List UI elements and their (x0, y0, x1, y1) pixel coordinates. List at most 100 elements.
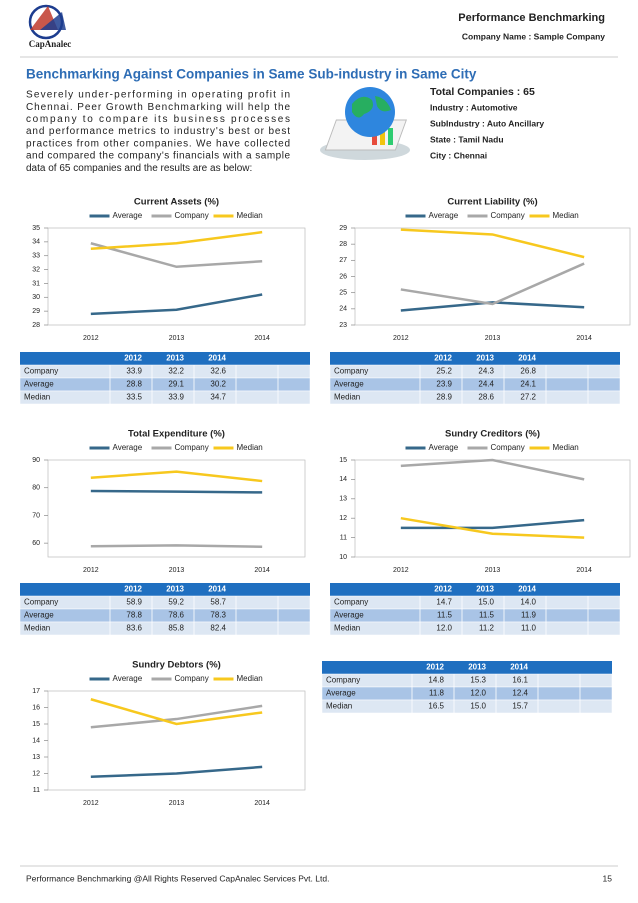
series-line (90, 698, 263, 726)
table-header-cell: 2012 (124, 354, 142, 363)
table-cell: 30.2 (210, 380, 226, 389)
table-cell: 11.9 (521, 611, 537, 620)
table-row (329, 595, 621, 610)
y-tick-label: 24 (339, 306, 347, 313)
y-tick-label: 32 (32, 266, 40, 273)
series-line (400, 262, 585, 306)
table-cell: 15.0 (470, 702, 486, 711)
table-header-row (330, 352, 620, 365)
table-cell: 58.7 (210, 598, 226, 607)
series-line (90, 230, 263, 251)
table-header-cell: 2013 (468, 663, 486, 672)
legend-label: Average (113, 443, 143, 452)
table-cell: 16.5 (428, 702, 444, 711)
x-tick-label: 2014 (254, 335, 270, 342)
info-item: State : Tamil Nadu (430, 134, 504, 144)
chart-title: Sundry Debtors (%) (132, 660, 221, 671)
series-line (90, 470, 263, 483)
intro-line: data of 65 companies and the results are… (26, 163, 252, 174)
table-cell: 11.5 (437, 611, 453, 620)
legend-label: Company (175, 674, 209, 683)
table-header-cell: 2014 (518, 585, 536, 594)
table-cell: 32.2 (168, 367, 184, 376)
table-cell: Company (334, 367, 368, 376)
table-header-row (20, 583, 310, 596)
table-cell: 14.8 (428, 676, 444, 685)
header-title: Performance Benchmarking (458, 12, 605, 24)
table-cell: 11.0 (521, 624, 537, 633)
table-cell: 11.8 (429, 689, 445, 698)
y-tick-label: 29 (339, 225, 347, 232)
logo-text: CapAnalec (29, 39, 72, 49)
table-header-cell: 2012 (124, 585, 142, 594)
table-cell: 59.2 (168, 598, 184, 607)
table-header-row (20, 352, 310, 365)
y-tick-label: 16 (32, 704, 40, 711)
table-row (19, 608, 311, 623)
info-total: Total Companies : 65 (430, 86, 535, 98)
table-cell: 12.0 (436, 624, 452, 633)
legend-label: Average (429, 443, 459, 452)
chart-title: Current Liability (%) (447, 197, 537, 208)
table-cell: 28.6 (478, 393, 494, 402)
y-tick-label: 34 (32, 239, 40, 246)
legend-label: Company (175, 211, 209, 220)
table-header-cell: 2014 (208, 585, 226, 594)
legend-label: Average (429, 211, 459, 220)
y-tick-label: 25 (339, 290, 347, 297)
table-row (19, 621, 311, 636)
table-header-cell: 2013 (476, 585, 494, 594)
table-cell: 12.0 (470, 689, 486, 698)
table-header-cell: 2012 (434, 354, 452, 363)
series-line (90, 242, 263, 269)
table-cell: 85.8 (168, 624, 184, 633)
x-tick-label: 2012 (83, 567, 99, 574)
table-cell: 15.7 (512, 702, 528, 711)
table-cell: 24.1 (520, 380, 536, 389)
table-cell: Median (326, 702, 352, 711)
table-cell: Average (334, 611, 364, 620)
x-tick-label: 2013 (169, 800, 185, 807)
y-tick-label: 90 (32, 457, 40, 464)
table-cell: Average (334, 380, 364, 389)
table-cell: 58.9 (126, 598, 142, 607)
table-row (19, 377, 311, 392)
series-line (400, 228, 585, 259)
table-cell: 29.1 (168, 380, 184, 389)
table-cell: 12.4 (512, 689, 528, 698)
x-tick-label: 2012 (393, 335, 409, 342)
table-cell: 82.4 (210, 624, 226, 633)
info-item: City : Chennai (430, 150, 487, 160)
table-header-cell: 2014 (518, 354, 536, 363)
y-tick-label: 17 (32, 688, 40, 695)
intro: Severely under-performing in operating p… (26, 90, 290, 174)
plot-frame (47, 459, 306, 558)
y-tick-label: 35 (32, 225, 40, 232)
plot-frame (47, 227, 306, 326)
table-cell: 26.8 (520, 367, 536, 376)
table-cell: Company (334, 598, 368, 607)
info-item: Industry : Automotive (430, 102, 518, 112)
x-tick-label: 2012 (83, 335, 99, 342)
x-tick-label: 2013 (485, 335, 501, 342)
table-cell: Company (326, 676, 360, 685)
y-tick-label: 15 (339, 457, 347, 464)
legend-label: Company (491, 211, 525, 220)
table-cell: Median (24, 624, 50, 633)
y-tick-label: 30 (32, 294, 40, 301)
table-cell: 14.0 (520, 598, 536, 607)
table-row (19, 595, 311, 610)
y-tick-label: 11 (33, 787, 40, 794)
legend-label: Median (237, 443, 263, 452)
chart-title: Sundry Creditors (%) (445, 429, 540, 440)
table-cell: 11.5 (479, 611, 495, 620)
y-tick-label: 12 (32, 770, 40, 777)
series-line (90, 544, 263, 548)
table-cell: 27.2 (520, 393, 536, 402)
table-header-cell: 2014 (510, 663, 528, 672)
y-tick-label: 28 (339, 241, 347, 248)
table-cell: Company (24, 367, 58, 376)
plot-frame (354, 227, 631, 326)
y-tick-label: 14 (339, 476, 347, 483)
table-cell: 32.6 (210, 367, 226, 376)
